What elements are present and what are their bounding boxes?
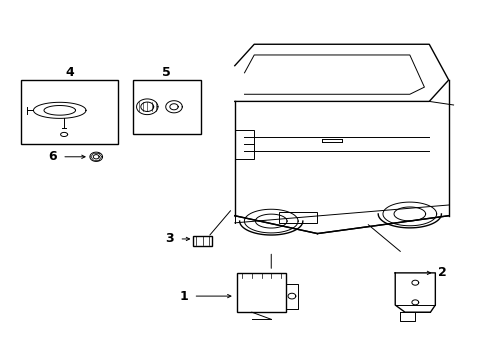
Bar — [21, 80, 118, 144]
Text: 5: 5 — [162, 66, 171, 79]
Text: 2: 2 — [437, 266, 446, 279]
Text: 3: 3 — [165, 233, 174, 246]
Text: 4: 4 — [65, 66, 74, 79]
Bar — [132, 80, 201, 134]
Bar — [193, 236, 211, 246]
Bar — [278, 212, 317, 223]
Text: 6: 6 — [49, 150, 57, 163]
Text: 1: 1 — [180, 289, 188, 303]
Bar — [237, 273, 285, 312]
Bar — [234, 130, 254, 158]
